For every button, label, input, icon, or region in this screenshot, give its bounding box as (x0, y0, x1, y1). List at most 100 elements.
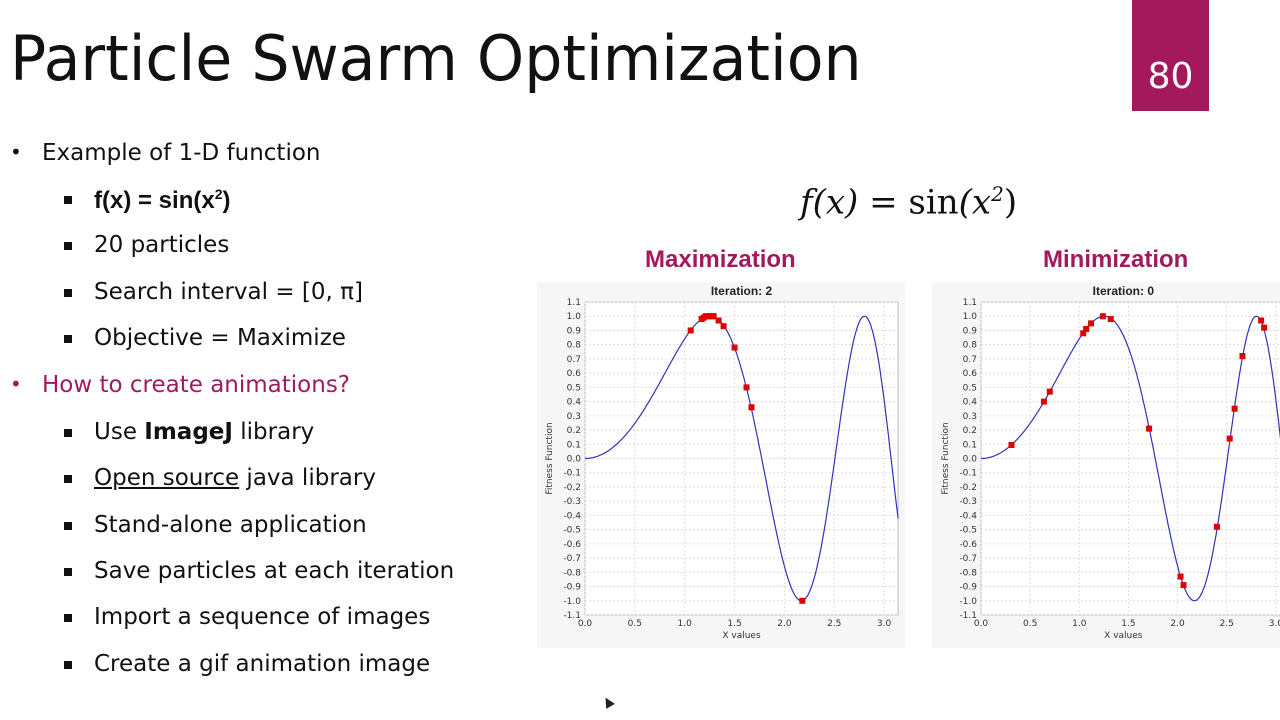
formula-fn: sin (908, 182, 959, 223)
bullet-function: f(x) = sin(x2) (64, 186, 231, 215)
x-tick-label: 3.0 (877, 619, 892, 629)
y-tick-label: 0.7 (567, 355, 581, 365)
particle-point (748, 404, 755, 411)
square-bullet-icon (64, 335, 72, 343)
particle-point (1008, 441, 1015, 448)
particle-point (731, 344, 738, 351)
y-tick-label: -0.8 (563, 568, 581, 578)
y-tick-label: -0.1 (959, 469, 977, 479)
bullet-text: Use (94, 419, 145, 445)
bullet-text: Objective = Maximize (94, 325, 346, 351)
y-tick-label: 0.5 (567, 383, 581, 393)
y-tick-label: 0.0 (963, 455, 978, 465)
maximization-chart: Iteration: 2 1.1 1.0 0.9 0.8 0.7 0.6 0.5 0.4 0.3 0… (537, 282, 905, 648)
particle-point (710, 313, 717, 320)
y-tick-label: 1.0 (567, 312, 582, 322)
y-tick-label: -0.9 (563, 583, 581, 593)
x-tick-label: 3.0 (1269, 619, 1280, 629)
x-tick-label: 2.0 (1170, 619, 1185, 629)
y-tick-label: 0.8 (963, 341, 978, 351)
particle-point (1213, 523, 1220, 530)
y-tick-label: -0.8 (959, 568, 977, 578)
y-tick-label: -0.6 (563, 540, 581, 550)
bullet-text: f(x) = sin(x (94, 187, 215, 214)
function-curve (981, 315, 1280, 602)
y-tick-label: -0.2 (563, 483, 581, 493)
y-tick-label: 0.4 (963, 398, 978, 408)
particle-point (1080, 330, 1087, 337)
bullet-text: java library (239, 465, 376, 491)
x-axis-label: X values (1104, 631, 1143, 641)
x-tick-label: 0.5 (628, 619, 642, 629)
y-tick-label: -0.5 (959, 526, 977, 536)
y-tick-label: 0.5 (963, 383, 977, 393)
x-tick-label: 0.0 (974, 619, 989, 629)
x-tick-label: 0.0 (578, 619, 593, 629)
particle-point (1107, 316, 1114, 323)
y-tick-label: 0.7 (963, 355, 977, 365)
y-tick-label: -1.1 (563, 611, 581, 621)
bullet-text: 20 particles (94, 232, 230, 258)
y-tick-label: -0.6 (959, 540, 977, 550)
square-bullet-icon (64, 568, 72, 576)
y-axis-label: Fitness Function (941, 422, 951, 494)
y-tick-label: 0.2 (567, 426, 581, 436)
chart-svg: Iteration: 2 1.1 1.0 0.9 0.8 0.7 0.6 0.5 0.4 0.3 0… (545, 284, 899, 641)
x-tick-label: 1.0 (1072, 619, 1087, 629)
particle-point (1040, 398, 1047, 405)
particle-point (1231, 405, 1238, 412)
y-tick-label: 0.0 (567, 455, 582, 465)
minimization-heading: Minimization (1043, 246, 1189, 273)
y-tick-label: 0.1 (963, 440, 977, 450)
bullet-standalone: Stand-alone application (64, 512, 367, 538)
square-bullet-icon (64, 242, 72, 250)
y-tick-label: -0.7 (959, 554, 977, 564)
bullet-text: Stand-alone application (94, 512, 367, 538)
bullet-gif: Create a gif animation image (64, 651, 431, 677)
formula-close: ) (1003, 182, 1018, 223)
bullet-save: Save particles at each iteration (64, 558, 455, 584)
y-tick-label: 0.6 (567, 369, 582, 379)
open-source-link[interactable]: Open source (94, 465, 240, 491)
minimization-chart: Iteration: 0 1.1 1.0 0.9 0.8 0.7 0.6 0.5 0.4 0.3 0… (932, 282, 1280, 648)
y-tick-label: -1.0 (563, 597, 581, 607)
particle-point (687, 327, 694, 334)
particle-point (1177, 573, 1184, 580)
square-bullet-icon (64, 289, 72, 297)
y-tick-label: 1.1 (963, 298, 977, 308)
particle-point (1261, 324, 1268, 331)
x-tick-label: 2.5 (827, 619, 841, 629)
bullet-sup: 2 (214, 186, 223, 202)
x-tick-label: 2.5 (1220, 619, 1234, 629)
y-tick-label: -1.1 (959, 611, 977, 621)
particle-point (1088, 320, 1095, 327)
formula-arg: (x (958, 182, 992, 223)
square-bullet-icon (64, 429, 72, 437)
formula-sup: 2 (991, 182, 1004, 206)
particle-point (1083, 326, 1090, 333)
y-tick-label: -0.7 (563, 554, 581, 564)
particle-point (1146, 425, 1153, 432)
bullet-bold: ImageJ (144, 419, 233, 445)
y-tick-label: 0.9 (963, 326, 978, 336)
bullet-objective: Objective = Maximize (64, 325, 346, 351)
bullet-text: Create a gif animation image (94, 651, 431, 677)
bullet-text: Save particles at each iteration (94, 558, 455, 584)
square-bullet-icon (64, 661, 72, 669)
particle-point (1180, 582, 1187, 589)
y-tick-label: 0.2 (963, 426, 977, 436)
bullet-text: Import a sequence of images (94, 604, 431, 630)
bullet-example: • Example of 1-D function (10, 140, 320, 166)
bullet-import: Import a sequence of images (64, 604, 431, 630)
bullet-dot-icon: • (10, 372, 22, 396)
bullet-text: Search interval = [0, π] (94, 279, 363, 305)
x-tick-label: 1.0 (678, 619, 693, 629)
bullet-animations: • How to create animations? (10, 372, 350, 398)
y-tick-label: 1.0 (963, 312, 978, 322)
y-tick-label: -0.4 (563, 511, 581, 521)
formula-lhs: f(x) = (800, 182, 909, 223)
square-bullet-icon (64, 614, 72, 622)
y-tick-label: 1.1 (567, 298, 581, 308)
chart-title: Iteration: 2 (711, 284, 773, 298)
x-axis-label: X values (722, 631, 761, 641)
